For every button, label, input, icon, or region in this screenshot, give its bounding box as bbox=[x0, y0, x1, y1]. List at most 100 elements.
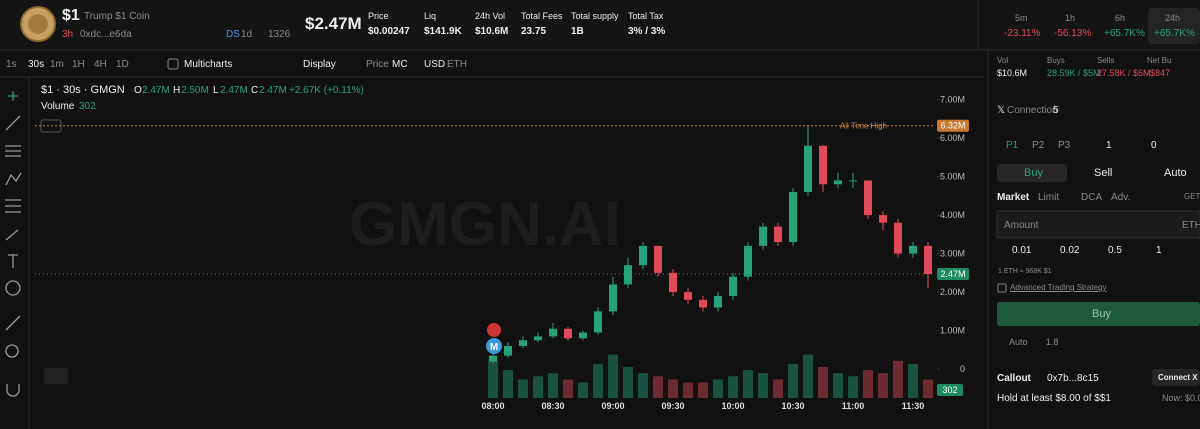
price-toggle[interactable]: Price bbox=[366, 59, 389, 70]
vol-stat-label: Net Bu bbox=[1147, 56, 1172, 65]
preset[interactable]: P3 bbox=[1058, 140, 1071, 151]
stat-label: 24h Vol bbox=[475, 11, 506, 21]
x-tick-label: 10:00 bbox=[721, 401, 744, 411]
connect-x[interactable]: Connect X bbox=[1158, 373, 1198, 382]
interval[interactable]: 1s bbox=[6, 59, 17, 70]
x-tick-label: 09:30 bbox=[661, 401, 684, 411]
checkbox[interactable] bbox=[167, 58, 179, 70]
tool-icons bbox=[5, 91, 22, 397]
interval[interactable]: 30s bbox=[28, 59, 45, 70]
x-icon: 𝕏 bbox=[997, 105, 1006, 116]
candle-body bbox=[849, 180, 857, 182]
tab-active bbox=[997, 164, 1067, 182]
volume-bar bbox=[533, 376, 543, 398]
candle-body bbox=[789, 191, 797, 243]
legend-symbol: $1 · 30s · GMGN bbox=[41, 84, 125, 96]
candle-body bbox=[654, 245, 662, 273]
volume-bar bbox=[818, 367, 828, 398]
volume-bar bbox=[593, 363, 603, 398]
usd-toggle[interactable]: USD bbox=[424, 59, 446, 70]
period-label: 6h bbox=[1115, 13, 1126, 23]
vol-stat-value: 28.59K / $5M bbox=[1047, 68, 1101, 78]
volume-bar bbox=[713, 379, 723, 398]
volume-bar bbox=[638, 373, 648, 398]
interval[interactable]: 1H bbox=[72, 59, 85, 70]
candle-body bbox=[714, 295, 722, 308]
x-tick-label: 11:00 bbox=[842, 401, 865, 411]
vol-stat-value: $10.6M bbox=[997, 68, 1028, 78]
amount-preset[interactable]: 0.01 bbox=[1012, 245, 1032, 256]
vol-stat-label: Buys bbox=[1047, 56, 1065, 65]
amount-unit: ETH bbox=[1182, 220, 1200, 231]
volume-bar bbox=[743, 370, 753, 398]
candle-body bbox=[504, 346, 512, 356]
tab[interactable]: Auto bbox=[1164, 167, 1187, 179]
volume-bar bbox=[923, 379, 933, 398]
candle-body bbox=[684, 292, 692, 300]
tab[interactable]: Buy bbox=[1024, 167, 1043, 179]
eth-toggle[interactable]: ETH bbox=[447, 59, 467, 70]
vol-stat-value: -$847 bbox=[1147, 68, 1171, 78]
amount-preset[interactable]: 0.5 bbox=[1108, 245, 1122, 256]
preset[interactable]: P2 bbox=[1032, 140, 1045, 151]
stat-label: Total Tax bbox=[628, 11, 664, 21]
auto[interactable]: Auto bbox=[1009, 337, 1028, 347]
y-tick-label: 6.00M bbox=[940, 133, 965, 143]
candle-body bbox=[894, 222, 902, 254]
amount-preset[interactable]: 1 bbox=[1156, 245, 1162, 256]
candle-body bbox=[804, 145, 812, 192]
mc-toggle[interactable]: MC bbox=[392, 59, 408, 70]
candle-body bbox=[669, 272, 677, 293]
candle-body bbox=[729, 276, 737, 296]
candle-body bbox=[489, 355, 497, 362]
advanced[interactable]: Advanced Trading Strategy bbox=[1010, 283, 1107, 292]
y-tick-label: 0 bbox=[960, 364, 965, 374]
ath-box bbox=[937, 119, 969, 132]
volume-bar bbox=[788, 363, 798, 398]
interval[interactable]: 4H bbox=[94, 59, 107, 70]
last-box bbox=[937, 268, 969, 280]
multicharts[interactable]: Multicharts bbox=[184, 59, 233, 70]
volume-bar bbox=[908, 363, 918, 398]
legend-c-value: 2.47M bbox=[259, 85, 287, 96]
buy-label[interactable]: Buy bbox=[1092, 308, 1111, 320]
candle-body bbox=[834, 180, 842, 185]
interval[interactable]: 1D bbox=[116, 59, 129, 70]
x-tick-label: 10:30 bbox=[781, 401, 804, 411]
candle-body bbox=[594, 311, 602, 333]
amount-preset[interactable]: 0.02 bbox=[1060, 245, 1080, 256]
ath-label: 6.32M bbox=[940, 121, 965, 131]
eth-count[interactable]: 0 bbox=[1151, 140, 1157, 151]
order-type: DCA bbox=[1081, 192, 1103, 203]
gas[interactable]: 1.8 bbox=[1046, 337, 1059, 347]
stat-value: 3% / 3% bbox=[628, 26, 666, 37]
stat-value: $141.9K bbox=[424, 26, 462, 37]
preset[interactable]: P1 bbox=[1006, 140, 1019, 151]
stat-value: $10.6M bbox=[475, 26, 509, 37]
interval[interactable]: 1m bbox=[50, 59, 64, 70]
age: 3h bbox=[62, 29, 74, 40]
candle-body bbox=[534, 336, 542, 341]
wallet-count[interactable]: 1 bbox=[1106, 140, 1112, 151]
rate: 1 ETH ≈ 968K $1 bbox=[998, 268, 1052, 275]
amount-input[interactable] bbox=[996, 210, 1200, 239]
vol-stat-label: Sells bbox=[1097, 56, 1115, 65]
y-tick-label: 7.00M bbox=[940, 95, 965, 105]
checkbox[interactable] bbox=[997, 283, 1007, 293]
volume-bar bbox=[893, 360, 903, 398]
connect-button[interactable] bbox=[1152, 369, 1200, 386]
display[interactable]: Display bbox=[303, 59, 336, 70]
legend-change: +2.67K (+0.11%) bbox=[289, 85, 364, 96]
legend-volume: Volume bbox=[41, 101, 75, 112]
candle-body bbox=[609, 284, 617, 312]
legend-h: H bbox=[173, 85, 181, 96]
tab[interactable]: Sell bbox=[1094, 167, 1113, 179]
buy-button[interactable] bbox=[997, 302, 1200, 326]
token-name: Trump $1 Coin bbox=[84, 11, 150, 22]
volume-bar bbox=[863, 370, 873, 398]
y-tick-label: 3.00M bbox=[940, 249, 965, 259]
volume-bar bbox=[503, 370, 513, 398]
hold: Hold at least $8.00 of $$1 bbox=[997, 393, 1111, 404]
address: 0xdc...e6da bbox=[80, 29, 132, 40]
order-type: Adv. bbox=[1111, 192, 1131, 203]
